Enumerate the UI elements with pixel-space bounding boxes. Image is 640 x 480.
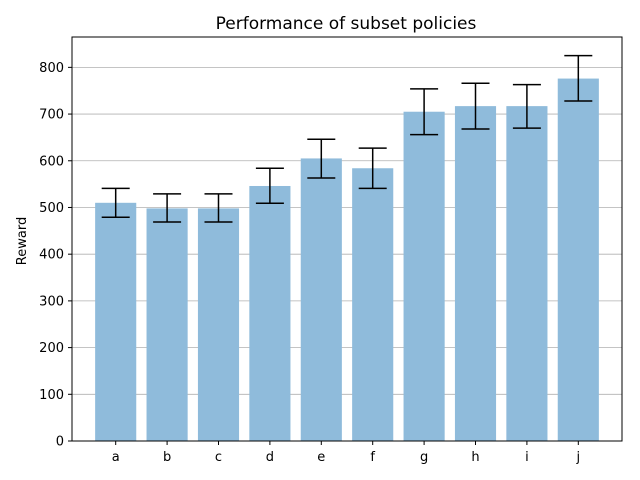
error-bar-g: [410, 88, 439, 136]
error-bars: [101, 54, 593, 223]
bar-h: [454, 106, 497, 441]
y-tick-label: 600: [39, 154, 64, 169]
bar-a: [95, 202, 137, 441]
x-tick-label-j: j: [575, 450, 580, 465]
x-tick-label-f: f: [370, 450, 375, 465]
x-tick-label-e: e: [317, 450, 325, 465]
error-bar-d: [255, 167, 284, 205]
y-tick-label: 300: [39, 294, 64, 309]
y-axis-label: Reward: [15, 217, 30, 265]
x-tick-label-b: b: [163, 450, 171, 465]
error-bar-c: [204, 193, 233, 223]
bars: [95, 78, 599, 441]
error-bar-a: [101, 187, 130, 219]
y-tick-label: 400: [39, 248, 64, 263]
y-tick-label: 800: [39, 61, 64, 76]
x-tick-label-a: a: [112, 450, 120, 465]
bar-i: [506, 106, 548, 441]
error-bar-i: [512, 83, 541, 129]
y-tick-label: 100: [39, 388, 64, 403]
y-tick-label: 200: [39, 341, 64, 356]
error-bar-e: [307, 138, 336, 179]
x-tick-label-c: c: [215, 450, 222, 465]
bar-b: [146, 208, 188, 441]
plot-frame: [71, 36, 623, 442]
error-bar-j: [564, 54, 593, 102]
bar-e: [300, 158, 342, 441]
x-tick-label-i: i: [525, 450, 529, 465]
bar-d: [249, 185, 291, 441]
x-tick-label-g: g: [420, 450, 428, 465]
error-bar-b: [153, 193, 182, 223]
x-tick-label-h: h: [471, 450, 479, 465]
x-axis-ticks: a b c d e f g h i j: [112, 441, 580, 465]
bar-c: [197, 208, 240, 441]
bar-f: [352, 168, 394, 441]
bar-g: [403, 111, 445, 441]
x-tick-label-d: d: [266, 450, 274, 465]
y-tick-label: 0: [56, 435, 64, 450]
error-bar-f: [358, 147, 387, 190]
y-tick-label: 500: [39, 201, 64, 216]
y-tick-label: 700: [39, 108, 64, 123]
bar-j: [557, 78, 599, 441]
error-bar-h: [461, 82, 490, 130]
y-axis-ticks: 0 100 200 300 400 500 600 700 800: [39, 61, 72, 450]
chart-title: Performance of subset policies: [216, 14, 477, 34]
